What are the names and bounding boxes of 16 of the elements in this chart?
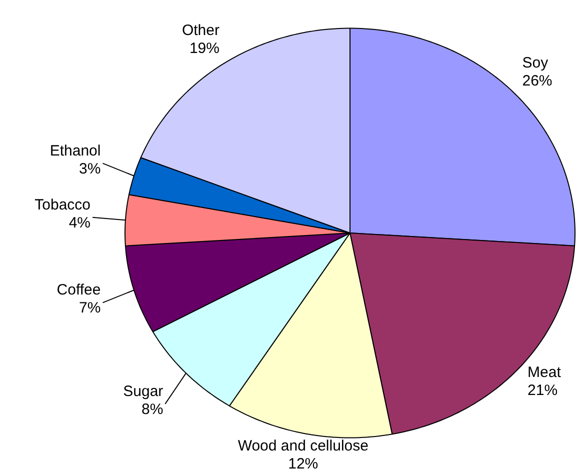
- slice-label: Wood and cellulose: [238, 438, 368, 455]
- data-label: 8%: [141, 400, 164, 418]
- slice-label: Other: [182, 22, 220, 39]
- data-label: 12%: [288, 456, 318, 472]
- data-label: 7%: [79, 300, 101, 317]
- slice-label: Sugar: [123, 382, 164, 400]
- data-label: 4%: [68, 214, 91, 232]
- slice-label: Soy: [522, 54, 549, 72]
- data-label: 26%: [522, 72, 552, 90]
- data-label: 21%: [528, 382, 558, 399]
- slice-label: Tobacco: [34, 196, 91, 214]
- data-label: 3%: [79, 160, 101, 178]
- data-label: 19%: [189, 40, 220, 57]
- slice-label: Coffee: [56, 282, 101, 299]
- slice-label: Meat: [528, 364, 562, 381]
- slice-label: Ethanol: [50, 142, 101, 160]
